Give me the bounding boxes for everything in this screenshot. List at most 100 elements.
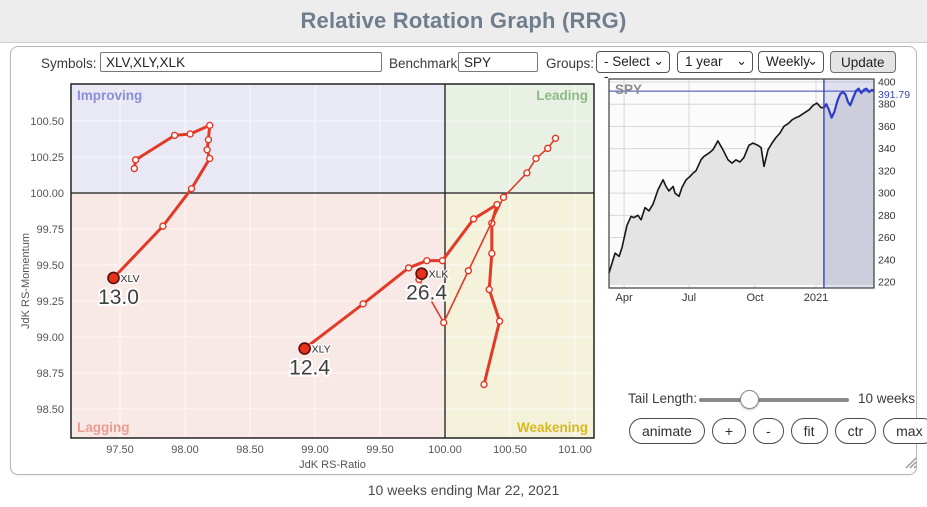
x-axis-title: JdK RS-Ratio	[299, 459, 366, 471]
y-tick-label: 100.25	[30, 152, 64, 164]
tail-xly	[303, 203, 502, 387]
tail-point	[159, 222, 167, 230]
rrg-marker-xlk[interactable]	[415, 267, 428, 280]
benchmark-input[interactable]	[458, 52, 538, 72]
y-tick-label: 360	[878, 121, 896, 133]
y-tick-label: 340	[878, 143, 896, 155]
quadrant-label-improving: Improving	[77, 88, 142, 103]
tail-point	[438, 256, 447, 265]
tail-point	[469, 215, 478, 223]
center-button[interactable]: ctr	[834, 418, 877, 444]
tail-point	[544, 144, 552, 153]
tail-point	[464, 267, 473, 275]
y-tick-label: 380	[878, 99, 896, 111]
y-tick-label: 240	[878, 254, 896, 266]
price-area-fill	[609, 88, 874, 285]
y-tick-label: 99.75	[36, 224, 64, 236]
tail-point	[523, 169, 531, 177]
tail-point	[480, 380, 488, 389]
x-tick-label: 2021	[804, 292, 828, 304]
groups-select-value: - Select -	[604, 54, 650, 84]
y-tick-label: 99.00	[36, 332, 64, 344]
tail-point	[130, 164, 139, 173]
symbols-input[interactable]	[100, 52, 382, 72]
animate-button[interactable]: animate	[629, 418, 705, 444]
tail-point	[423, 256, 431, 265]
x-tick-label: 100.50	[493, 444, 527, 456]
zoom-out-button[interactable]: -	[753, 418, 784, 444]
y-tick-label: 280	[878, 210, 896, 222]
interval-select-value: Weekly	[766, 54, 811, 69]
quadrant-improving	[71, 84, 445, 193]
x-tick-label: 99.50	[366, 444, 394, 456]
range-select[interactable]: 1 year ⌄	[677, 51, 753, 73]
tail-point	[485, 285, 493, 294]
y-tick-label: 98.50	[36, 404, 64, 416]
chevron-down-icon: ⌄	[807, 53, 818, 68]
highlight-band	[823, 79, 874, 288]
tail-point	[532, 154, 540, 163]
y-tick-label: 98.75	[36, 368, 64, 380]
quadrant-label-weakening: Weakening	[517, 420, 588, 435]
rrg-marker-xly[interactable]	[298, 342, 311, 355]
rrg-marker-xlv[interactable]	[107, 271, 120, 285]
quadrant-label-lagging: Lagging	[77, 420, 130, 435]
y-tick-label: 99.50	[36, 260, 64, 272]
x-tick-label: 98.50	[236, 444, 264, 456]
tail-length-slider-thumb[interactable]	[739, 390, 759, 409]
last-price-label: 391.79	[878, 89, 910, 101]
rrg-chart: Improving Leading Lagging Weakening 97.50 98.…	[20, 83, 595, 471]
chevron-down-icon: ⌄	[736, 53, 747, 68]
maximize-button[interactable]: max	[883, 418, 927, 444]
marker-value-label: 12.4	[289, 357, 330, 380]
tail-point	[131, 156, 140, 164]
interval-select[interactable]: Weekly ⌄	[758, 51, 824, 73]
y-axis-title: JdK RS-Momentum	[20, 233, 32, 329]
y-tick-label: 400	[878, 77, 896, 89]
tail-point	[488, 249, 496, 258]
fit-button[interactable]: fit	[790, 418, 828, 444]
marker-symbol-label: XLY	[312, 344, 331, 356]
marker-value-label: 26.4	[406, 282, 447, 305]
title-bar: Relative Rotation Graph (RRG)	[0, 0, 927, 43]
y-tick-label: 220	[878, 277, 896, 289]
y-tick-label: 99.25	[36, 296, 64, 308]
range-select-value: 1 year	[685, 54, 723, 69]
tail-point	[359, 300, 367, 308]
plot-border	[70, 83, 595, 439]
tail-length-slider-track[interactable]	[699, 398, 849, 402]
zoom-in-button[interactable]: +	[711, 418, 746, 444]
tail-length-label: Tail Length:	[628, 391, 698, 406]
quadrant-lagging	[71, 193, 445, 438]
marker-value-label: 13.0	[98, 286, 139, 309]
benchmark-symbol-label: SPY	[615, 82, 642, 97]
footer-caption: 10 weeks ending Mar 22, 2021	[367, 482, 560, 498]
page-title: Relative Rotation Graph (RRG)	[300, 8, 627, 33]
tail-point	[440, 318, 448, 327]
x-tick-label: 99.00	[301, 444, 329, 456]
quadrant-leading	[445, 84, 594, 193]
price-line	[608, 102, 824, 274]
x-tick-label: 101.00	[558, 444, 592, 456]
x-tick-label: Apr	[616, 292, 633, 304]
x-tick-label: 97.50	[106, 444, 134, 456]
y-tick-label: 300	[878, 188, 896, 200]
tail-point	[187, 184, 196, 193]
marker-symbol-label: XLV	[121, 273, 140, 285]
groups-select[interactable]: - Select - ⌄	[596, 51, 670, 84]
y-tick-label: 100.50	[30, 116, 64, 128]
groups-label: Groups:	[546, 56, 595, 71]
symbols-label: Symbols:	[41, 56, 97, 71]
price-line-highlight	[823, 87, 875, 119]
chart-controls: animate + - fit ctr max	[629, 418, 927, 444]
update-button[interactable]: Update	[830, 51, 896, 73]
x-tick-label: 100.00	[428, 444, 462, 456]
tail-point	[205, 121, 214, 130]
main-panel: Symbols: Benchmark: Groups: - Select - ⌄…	[10, 46, 927, 475]
resize-handle-icon[interactable]	[903, 455, 917, 469]
tail-point	[204, 136, 213, 144]
tail-point	[186, 130, 194, 138]
tail-point	[404, 264, 413, 272]
